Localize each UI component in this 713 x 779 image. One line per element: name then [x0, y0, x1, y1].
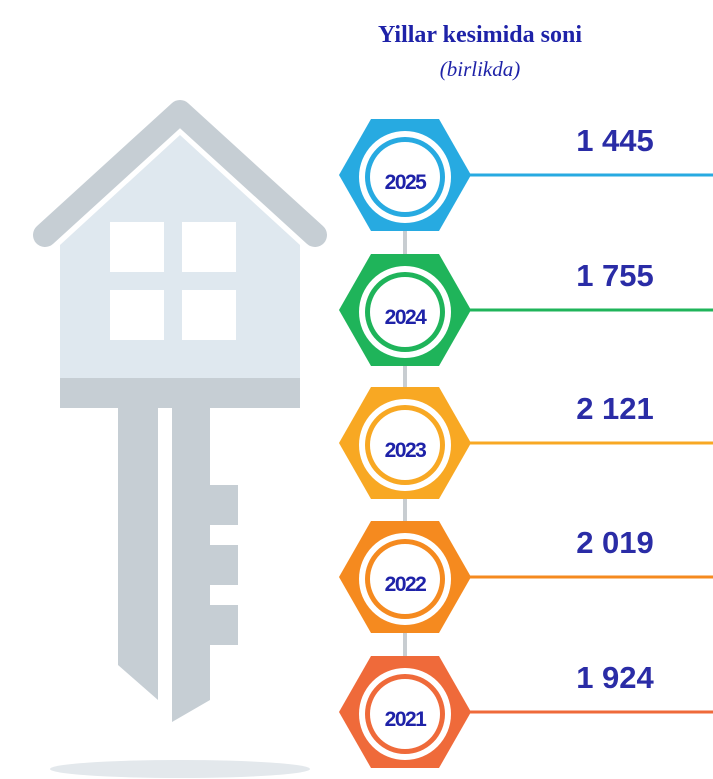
value-label: 1 755	[576, 258, 654, 293]
year-label: 2024	[385, 306, 428, 329]
value-label: 2 121	[576, 391, 654, 426]
value-label: 2 019	[576, 525, 654, 560]
year-label: 2025	[385, 171, 428, 194]
year-label: 2023	[385, 439, 427, 462]
value-label: 1 924	[576, 660, 654, 695]
year-items: 2025 1 445 2024 1 755 2023 2 121 2022 2 019 2021…	[339, 119, 713, 768]
year-label: 2022	[385, 573, 427, 596]
value-label: 1 445	[576, 123, 654, 158]
infographic: Yillar kesimida soni (birlikda) 2025 1 44…	[0, 0, 713, 779]
house-key-illustration	[45, 112, 315, 778]
title: Yillar kesimida soni	[378, 22, 582, 48]
subtitle: (birlikda)	[440, 57, 520, 81]
year-label: 2021	[385, 708, 428, 731]
